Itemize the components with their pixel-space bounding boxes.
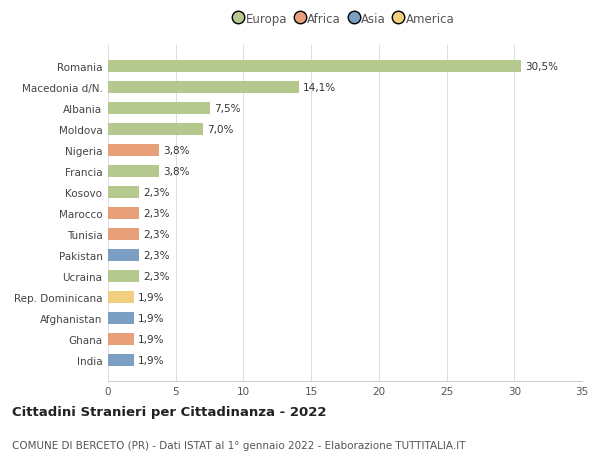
Bar [108, 313, 134, 324]
Bar [108, 103, 209, 114]
Bar [108, 145, 160, 157]
Text: 2,3%: 2,3% [143, 271, 170, 281]
Text: 14,1%: 14,1% [303, 83, 336, 93]
Text: Cittadini Stranieri per Cittadinanza - 2022: Cittadini Stranieri per Cittadinanza - 2… [12, 405, 326, 418]
Bar [108, 82, 299, 94]
Text: 2,3%: 2,3% [143, 230, 170, 239]
Bar [108, 291, 134, 303]
Text: 2,3%: 2,3% [143, 250, 170, 260]
Bar [108, 354, 134, 366]
Bar [108, 61, 521, 73]
Bar [108, 187, 139, 198]
Legend: Europa, Africa, Asia, America: Europa, Africa, Asia, America [230, 8, 460, 31]
Text: COMUNE DI BERCETO (PR) - Dati ISTAT al 1° gennaio 2022 - Elaborazione TUTTITALIA: COMUNE DI BERCETO (PR) - Dati ISTAT al 1… [12, 440, 466, 450]
Bar [108, 333, 134, 345]
Text: 1,9%: 1,9% [138, 313, 164, 323]
Bar [108, 270, 139, 282]
Text: 7,0%: 7,0% [207, 125, 233, 134]
Text: 30,5%: 30,5% [525, 62, 558, 72]
Bar [108, 207, 139, 219]
Bar [108, 166, 160, 177]
Text: 1,9%: 1,9% [138, 334, 164, 344]
Text: 2,3%: 2,3% [143, 188, 170, 197]
Bar [108, 124, 203, 135]
Text: 1,9%: 1,9% [138, 292, 164, 302]
Text: 1,9%: 1,9% [138, 355, 164, 365]
Text: 2,3%: 2,3% [143, 208, 170, 218]
Bar [108, 250, 139, 261]
Text: 3,8%: 3,8% [164, 146, 190, 156]
Text: 3,8%: 3,8% [164, 167, 190, 177]
Text: 7,5%: 7,5% [214, 104, 240, 114]
Bar [108, 229, 139, 240]
